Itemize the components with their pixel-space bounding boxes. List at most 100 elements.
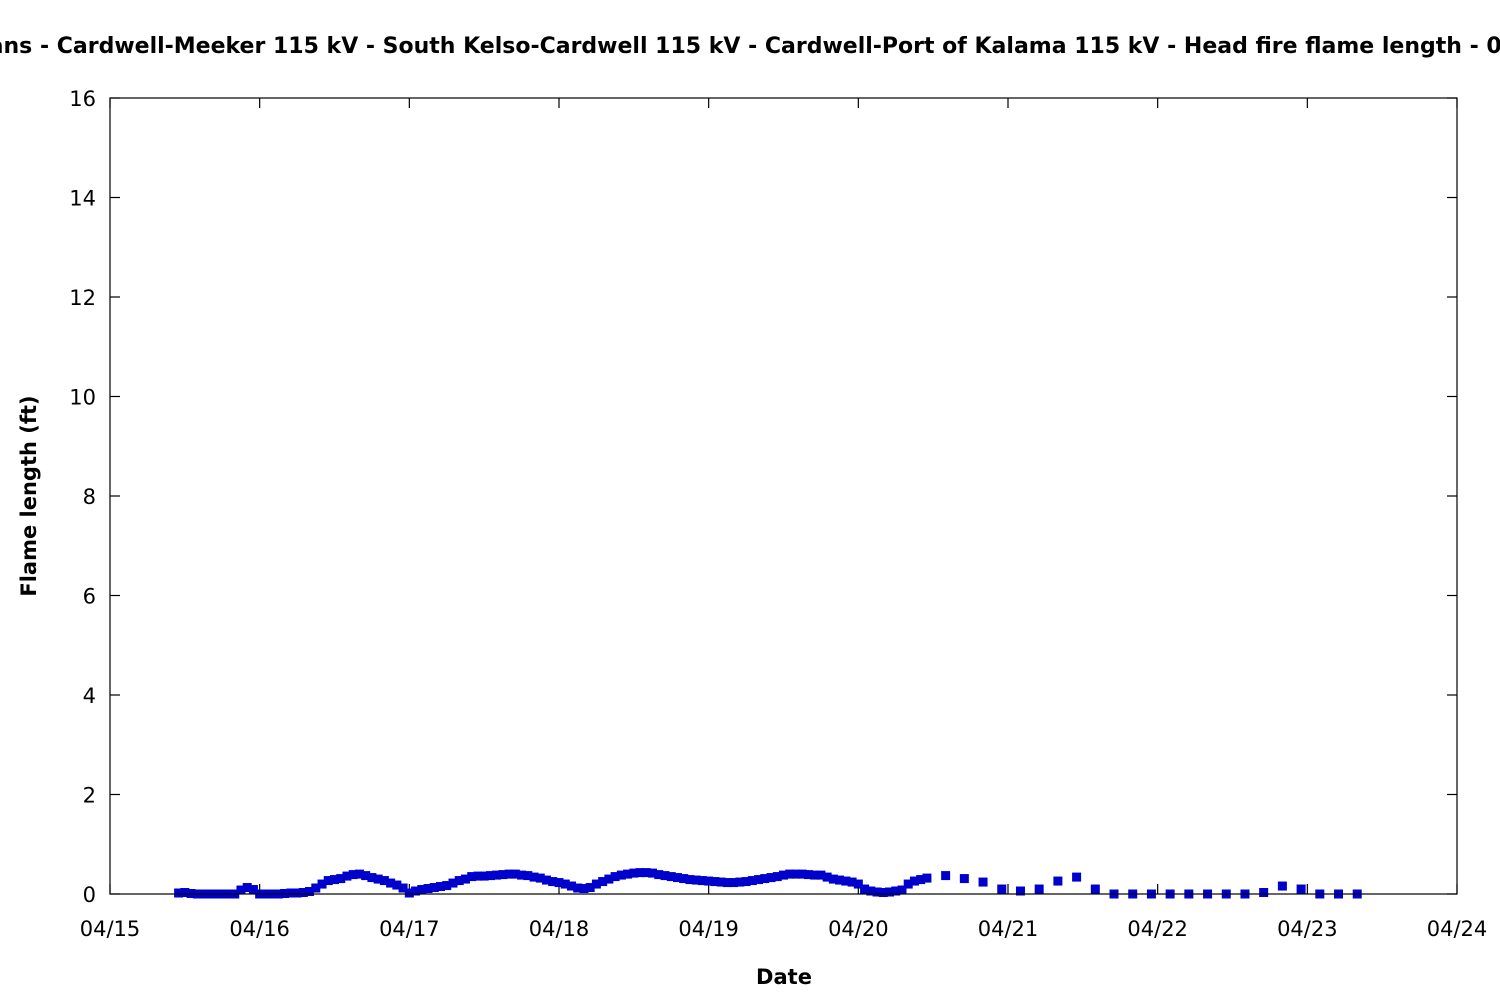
data-point (697, 876, 707, 886)
y-tick-label: 6 (83, 585, 96, 609)
data-point (448, 878, 458, 888)
data-point (891, 886, 901, 896)
data-point (560, 879, 570, 889)
data-point (816, 870, 826, 880)
data-point (660, 871, 670, 881)
data-point (847, 877, 857, 887)
data-point (492, 870, 502, 880)
data-point (629, 868, 639, 878)
y-tick-label: 16 (69, 87, 96, 111)
data-point (610, 872, 620, 882)
y-axis-title: Flame length (ft) (17, 395, 41, 596)
x-tick-label: 04/21 (978, 917, 1039, 941)
data-point (860, 884, 870, 894)
data-point (579, 884, 589, 894)
data-point (591, 879, 601, 889)
x-tick-label: 04/19 (678, 917, 739, 941)
data-point (885, 887, 895, 897)
data-point (685, 875, 695, 885)
chart-title: 1 trans - Cardwell-Meeker 115 kV - South… (0, 34, 1500, 59)
data-point (529, 872, 539, 882)
data-point (504, 869, 514, 879)
x-tick-label: 04/18 (529, 917, 590, 941)
x-axis-title: Date (756, 965, 812, 989)
data-point (866, 886, 876, 896)
data-point (454, 876, 464, 886)
data-point (342, 871, 352, 881)
data-point (386, 878, 396, 888)
data-point (735, 877, 745, 887)
data-point (367, 873, 377, 883)
data-point (566, 881, 576, 891)
data-point (648, 868, 658, 878)
data-point (741, 877, 751, 887)
x-tick-label: 04/24 (1427, 917, 1488, 941)
y-tick-label: 0 (83, 883, 96, 907)
data-point (710, 877, 720, 887)
data-point (941, 871, 951, 881)
data-point (635, 868, 645, 878)
data-point (554, 878, 564, 888)
data-point (1296, 884, 1306, 894)
data-point (180, 888, 190, 898)
x-tick-label: 04/16 (229, 917, 290, 941)
data-point (1053, 876, 1063, 886)
x-tick-label: 04/22 (1127, 917, 1188, 941)
data-point (959, 874, 969, 884)
data-point (585, 883, 595, 893)
data-point (1072, 872, 1082, 882)
data-point (348, 870, 358, 880)
data-point (242, 883, 252, 893)
data-point (822, 872, 832, 882)
data-point (510, 869, 520, 879)
data-point (548, 877, 558, 887)
data-point (641, 868, 651, 878)
data-point (498, 870, 508, 880)
data-point (236, 885, 246, 895)
data-point (716, 877, 726, 887)
data-point (1015, 886, 1025, 896)
data-point (379, 876, 389, 886)
data-point (997, 884, 1007, 894)
data-point (828, 874, 838, 884)
data-point (485, 871, 495, 881)
data-point (797, 869, 807, 879)
data-point (922, 873, 932, 883)
data-point (436, 882, 446, 892)
data-point (292, 888, 302, 898)
data-point (473, 871, 483, 881)
data-point (323, 876, 333, 886)
data-point (853, 879, 863, 889)
data-point (1034, 884, 1044, 894)
data-point (573, 883, 583, 893)
data-point (361, 871, 371, 881)
data-point (878, 888, 888, 898)
data-point (467, 872, 477, 882)
data-point (654, 870, 664, 880)
data-point (417, 885, 427, 895)
data-point (1090, 884, 1100, 894)
data-point (174, 888, 184, 898)
data-point (1259, 888, 1269, 898)
data-point (392, 880, 402, 890)
data-point (672, 873, 682, 883)
data-point (679, 874, 689, 884)
data-point (623, 869, 633, 879)
data-point (704, 876, 714, 886)
data-point (803, 870, 813, 880)
data-point (330, 875, 339, 885)
data-point (779, 870, 788, 880)
data-point (722, 878, 732, 888)
data-point (872, 887, 882, 897)
data-point (460, 874, 470, 884)
data-point (311, 883, 321, 893)
data-point (791, 869, 801, 879)
data-point (785, 869, 795, 879)
data-point (666, 872, 676, 882)
data-point (766, 873, 776, 883)
data-point (754, 875, 764, 885)
data-point (535, 873, 545, 883)
data-point (305, 887, 315, 897)
data-point (248, 885, 258, 895)
